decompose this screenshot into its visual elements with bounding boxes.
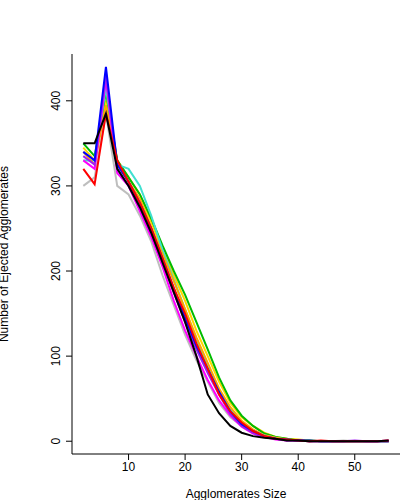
svg-text:400: 400 [49, 90, 63, 110]
svg-text:20: 20 [178, 460, 192, 474]
svg-text:Agglomerates Size: Agglomerates Size [186, 487, 287, 500]
svg-text:300: 300 [49, 176, 63, 196]
svg-text:100: 100 [49, 346, 63, 366]
svg-text:10: 10 [122, 460, 136, 474]
svg-text:30: 30 [235, 460, 249, 474]
svg-text:50: 50 [348, 460, 362, 474]
svg-text:0: 0 [49, 438, 63, 445]
svg-text:40: 40 [292, 460, 306, 474]
svg-text:Number of Ejected Agglomerates: Number of Ejected Agglomerates [8, 166, 11, 342]
svg-text:200: 200 [49, 261, 63, 281]
